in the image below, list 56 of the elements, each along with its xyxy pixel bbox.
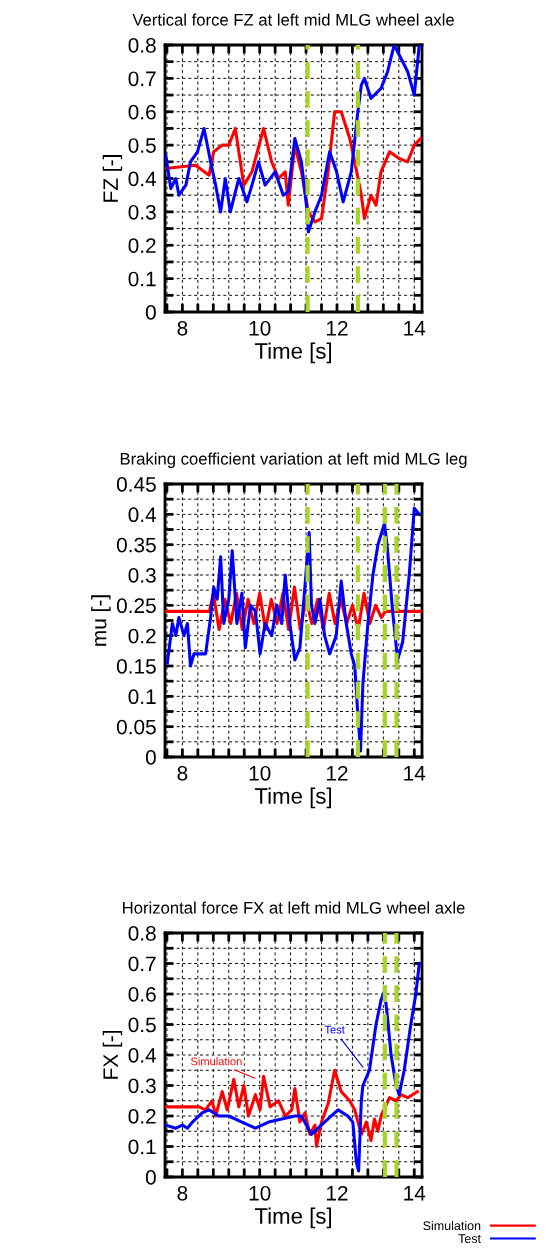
y-tick-label: 0 (145, 750, 156, 765)
x-tick-label: 8 (177, 1185, 188, 1201)
y-tick-label: 0.2 (128, 1109, 156, 1124)
y-tick-label: 0.45 (116, 477, 156, 492)
y-tick-label: 0.7 (128, 956, 156, 972)
y-tick-label: 0.35 (116, 537, 156, 553)
y-tick-label: 0.5 (128, 138, 156, 153)
x-tick-label: 14 (404, 321, 426, 336)
y-tick-label: 0.3 (128, 568, 156, 583)
y-tick-label: 0.4 (128, 1048, 157, 1063)
x-axis-title: Time [s] (254, 787, 332, 809)
chart-title: Braking coefficient variation at left mid MLG leg (120, 452, 467, 469)
legend-label: Test (458, 1234, 481, 1244)
x-axis-title: Time [s] (254, 1207, 332, 1229)
y-tick-label: 0.3 (128, 204, 156, 220)
y-tick-label: 0.1 (128, 689, 156, 705)
y-tick-label: 0.8 (128, 926, 156, 941)
y-tick-label: 0 (145, 1170, 156, 1185)
y-tick-label: 0.1 (128, 1139, 156, 1155)
y-tick-label: 0.6 (128, 104, 156, 120)
annotation: Simulation (190, 1057, 242, 1066)
line-series (165, 1068, 419, 1149)
legend-label: Simulation (423, 1220, 481, 1231)
x-tick-label: 14 (404, 766, 426, 781)
y-tick-label: 0.4 (128, 171, 157, 187)
x-tick-label: 10 (249, 765, 271, 781)
x-tick-label: 10 (249, 1185, 271, 1201)
y-tick-label: 0.4 (128, 507, 157, 523)
y-tick-label: 0 (145, 305, 156, 320)
y-tick-label: 0.25 (116, 598, 156, 614)
x-tick-label: 12 (326, 765, 348, 781)
y-tick-label: 0.1 (128, 271, 156, 287)
x-tick-label: 12 (326, 1185, 348, 1201)
y-tick-label: 0.6 (128, 987, 156, 1002)
x-axis-title: Time [s] (254, 342, 332, 364)
y-tick-label: 0.8 (128, 38, 156, 53)
annotation: Test (324, 1025, 345, 1034)
y-tick-label: 0.3 (128, 1078, 156, 1094)
y-tick-label: 0.7 (128, 71, 156, 87)
y-axis-title: mu [-] (91, 595, 111, 646)
y-tick-label: 0.2 (128, 238, 156, 253)
y-axis-title: FX [-] (102, 1031, 123, 1079)
y-axis-title: FZ [-] (102, 155, 123, 202)
x-tick-label: 12 (326, 320, 348, 336)
x-tick-label: 8 (177, 765, 188, 781)
y-tick-label: 0.2 (128, 628, 156, 644)
y-tick-label: 0.5 (128, 1017, 156, 1033)
chart-title: Horizontal force FX at left mid MLG wheel axle (123, 901, 465, 914)
line-series (165, 506, 421, 753)
x-tick-label: 10 (249, 320, 271, 336)
y-tick-label: 0.15 (116, 659, 156, 674)
x-tick-label: 14 (404, 1186, 426, 1201)
line-series (165, 961, 421, 1173)
y-tick-label: 0.05 (116, 719, 156, 735)
x-tick-label: 8 (177, 320, 188, 336)
chart-title: Vertical force FZ at left mid MLG wheel axle (132, 13, 454, 26)
